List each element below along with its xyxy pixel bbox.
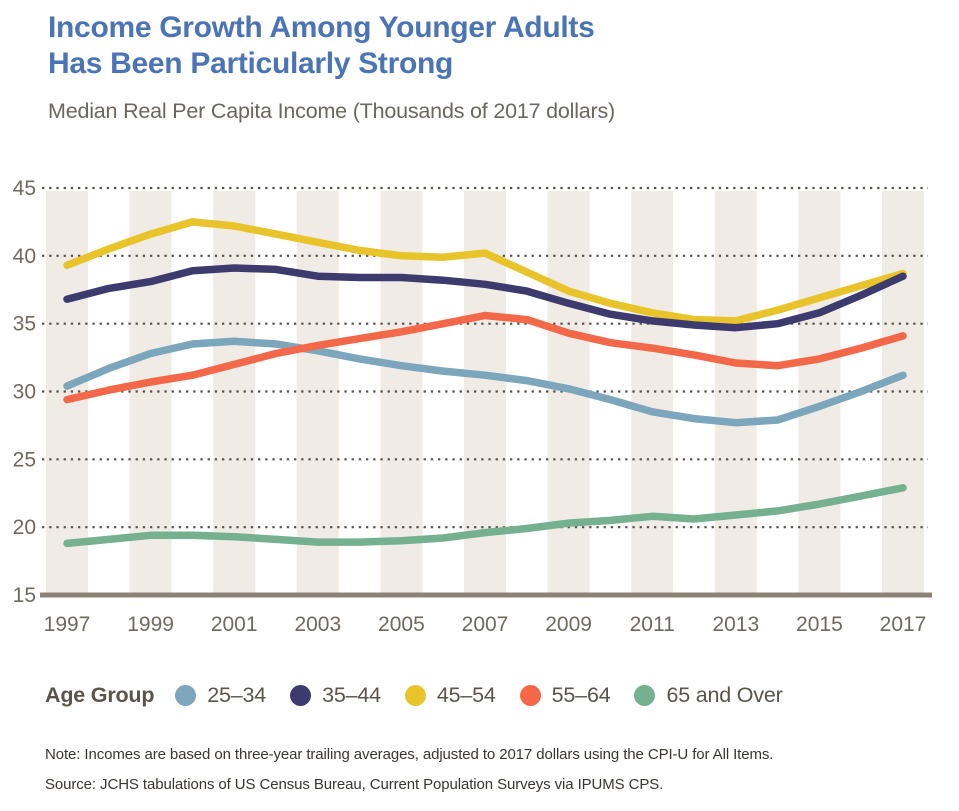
x-axis-label: 2003 (294, 613, 341, 636)
line-chart-canvas: 15 20 25 30 35 40 45 1997 1999 2001 2003 2005 2007 20… (13, 177, 932, 636)
legend-swatch-icon (519, 684, 541, 706)
chart-subtitle: Median Real Per Capita Income (Thousands… (48, 99, 616, 123)
legend-items: 25–34 35–44 45–54 55–64 65 and Over (175, 683, 806, 708)
note-text: Note: Incomes are based on three-year tr… (45, 746, 774, 763)
legend-item-35-44: 35–44 (290, 683, 381, 708)
x-axis-label: 2017 (880, 613, 927, 636)
legend-item-55-64: 55–64 (519, 682, 611, 708)
chart-notes: Note: Incomes are based on three-year tr… (45, 746, 773, 793)
x-axis-label: 2015 (796, 613, 843, 636)
series-line-55-64 (63, 311, 907, 404)
legend-label: 65 and Over (666, 682, 783, 707)
x-axis-label: 2007 (462, 613, 509, 636)
legend: Age Group 25–34 35–44 45–54 55–64 65 and Ove… (45, 682, 807, 708)
x-axis-label: 1997 (44, 613, 91, 636)
legend-swatch-icon (404, 684, 426, 706)
legend-swatch-icon (175, 684, 197, 706)
chart-title-line1: Income Growth Among Younger Adults (48, 11, 595, 44)
legend-label: 45–54 (436, 682, 496, 707)
series-line-45-54 (63, 218, 907, 325)
legend-title: Age Group (45, 682, 155, 707)
chart-header: Income Growth Among Younger Adults Has Be… (48, 10, 595, 82)
legend-swatch-icon (634, 684, 656, 706)
x-axis-label: 2013 (712, 613, 759, 636)
plot-stripe (882, 191, 924, 594)
y-axis-label: 35 (13, 313, 36, 336)
series-line-25-34 (63, 337, 907, 427)
legend-swatch-icon (290, 684, 312, 706)
x-axis-label: 1999 (127, 613, 174, 636)
legend-item-25-34: 25–34 (175, 683, 266, 708)
y-axis-label: 30 (13, 381, 36, 404)
x-axis-label: 2005 (378, 613, 425, 636)
legend-label: 35–44 (322, 682, 381, 707)
legend-label: 55–64 (551, 682, 611, 707)
source-text: Source: JCHS tabulations of US Census Bu… (45, 776, 664, 793)
y-axis-label: 45 (13, 177, 36, 200)
line-chart: 15 20 25 30 35 40 45 1997 1999 2001 2003 2005 2007 20… (0, 170, 959, 650)
chart-title: Income Growth Among Younger Adults Has Be… (48, 10, 595, 82)
plot-stripe (213, 191, 256, 594)
y-axis-label: 15 (13, 584, 36, 607)
y-axis-label: 20 (13, 516, 36, 539)
x-axis-label: 2009 (545, 613, 592, 636)
y-axis-label: 25 (13, 448, 36, 471)
x-axis-label: 2001 (211, 613, 258, 636)
chart-title-line2: Has Been Particularly Strong (48, 47, 454, 80)
x-axis-label: 2011 (630, 613, 675, 636)
plot-stripe (631, 191, 674, 594)
legend-label: 25–34 (207, 682, 267, 707)
legend-item-65-and-over: 65 and Over (634, 682, 783, 708)
series-line-35-44 (63, 264, 907, 332)
y-axis-label: 40 (13, 245, 36, 268)
series-line-65-and-over (63, 484, 907, 548)
legend-item-45-54: 45–54 (404, 682, 496, 708)
